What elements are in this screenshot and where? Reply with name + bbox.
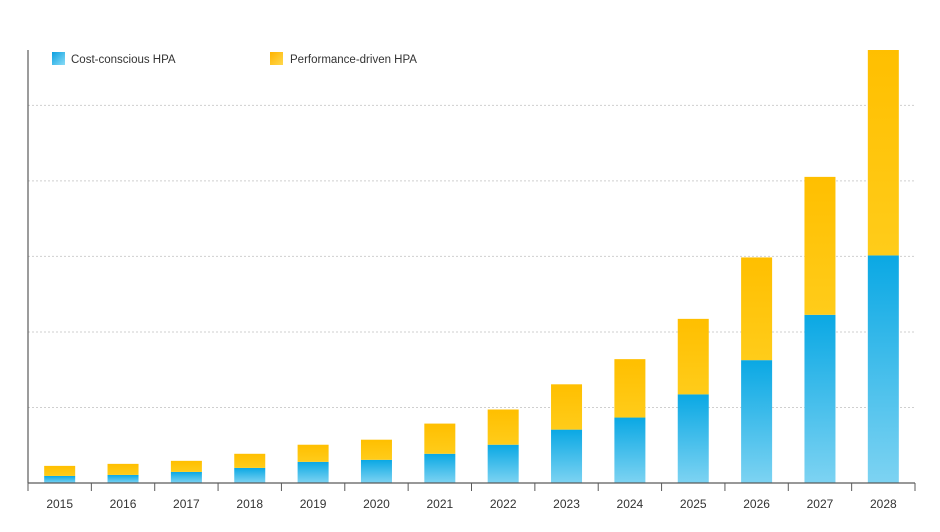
bar-performance-driven xyxy=(297,444,329,462)
x-tick-label: 2027 xyxy=(807,497,834,511)
x-tick-label: 2017 xyxy=(173,497,200,511)
x-tick-label: 2026 xyxy=(743,497,770,511)
bar-cost-conscious xyxy=(677,394,709,483)
legend-item-performance-driven: Performance-driven HPA xyxy=(270,52,417,66)
x-ticks xyxy=(27,483,916,491)
bar-cost-conscious xyxy=(867,255,899,483)
bar-performance-driven xyxy=(677,318,709,395)
bar-performance-driven xyxy=(360,439,392,460)
x-tick-label: 2025 xyxy=(680,497,707,511)
bar-cost-conscious xyxy=(741,360,773,483)
bar-performance-driven xyxy=(170,460,202,472)
legend-label-cost-conscious: Cost-conscious HPA xyxy=(71,54,176,66)
bar-cost-conscious xyxy=(614,417,646,483)
bar-cost-conscious xyxy=(234,467,266,483)
x-tick-label: 2018 xyxy=(236,497,263,511)
legend: Cost-conscious HPA Performance-driven HP… xyxy=(52,52,417,66)
bar-performance-driven xyxy=(44,465,76,476)
gridlines xyxy=(28,104,915,408)
bar-performance-driven xyxy=(487,409,519,445)
legend-label-performance-driven: Performance-driven HPA xyxy=(290,54,417,66)
x-tick-label: 2021 xyxy=(426,497,453,511)
x-tick-label: 2028 xyxy=(870,497,897,511)
x-tick-label: 2016 xyxy=(110,497,137,511)
legend-item-cost-conscious: Cost-conscious HPA xyxy=(52,52,176,66)
bar-cost-conscious xyxy=(297,461,329,483)
bar-cost-conscious xyxy=(360,459,392,483)
x-tick-label: 2020 xyxy=(363,497,390,511)
bar-cost-conscious xyxy=(170,471,202,483)
bar-cost-conscious xyxy=(551,429,583,483)
bar-performance-driven xyxy=(234,453,266,468)
x-tick-label: 2024 xyxy=(617,497,644,511)
bar-performance-driven xyxy=(551,384,583,430)
bar-performance-driven xyxy=(424,423,456,454)
yellow-gradient-square-icon xyxy=(270,52,283,65)
bar-performance-driven xyxy=(804,176,836,315)
bars xyxy=(44,50,899,483)
bar-performance-driven xyxy=(614,359,646,418)
bar-cost-conscious xyxy=(804,314,836,483)
bar-cost-conscious xyxy=(424,453,456,483)
bar-cost-conscious xyxy=(107,474,139,483)
blue-gradient-square-icon xyxy=(52,52,65,65)
bar-performance-driven xyxy=(867,50,899,256)
bar-performance-driven xyxy=(741,257,773,361)
x-tick-labels: 2015 2016 2017 2018 2019 2020 2021 2022 2023 2024… xyxy=(46,497,897,511)
x-tick-label: 2022 xyxy=(490,497,517,511)
axes xyxy=(27,50,915,484)
bar-performance-driven xyxy=(107,463,139,475)
x-tick-label: 2019 xyxy=(300,497,327,511)
bar-cost-conscious xyxy=(487,444,519,483)
x-tick-label: 2015 xyxy=(46,497,73,511)
x-tick-label: 2023 xyxy=(553,497,580,511)
bar-cost-conscious xyxy=(44,475,76,483)
